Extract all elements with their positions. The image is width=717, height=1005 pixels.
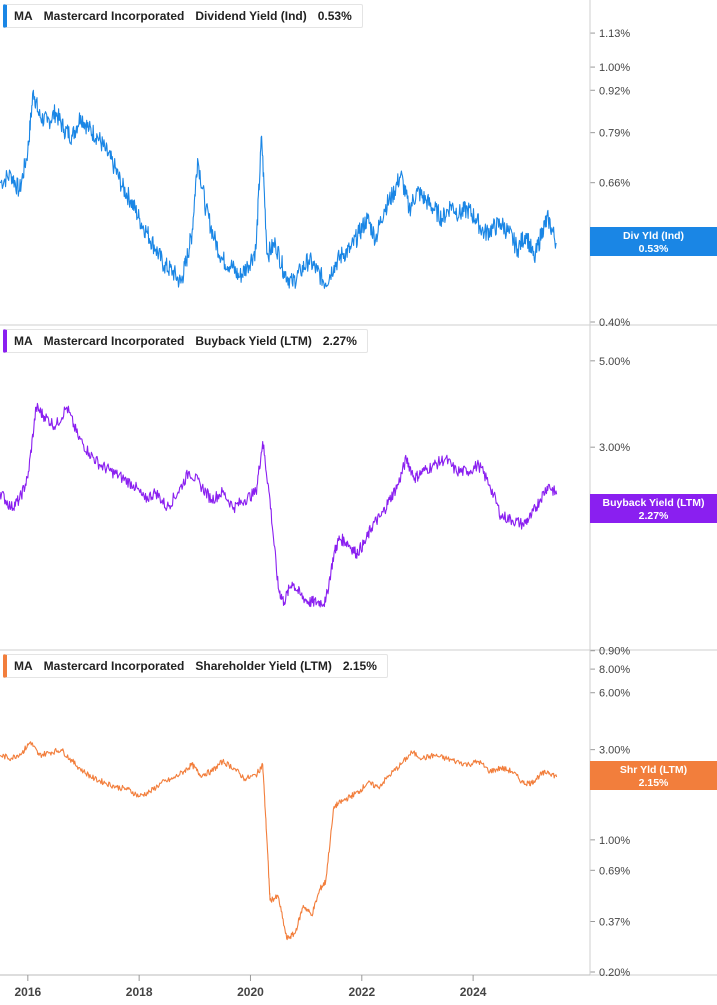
y-tick-label: 3.00%	[599, 442, 630, 454]
x-tick-label: 2018	[126, 985, 153, 999]
legend-buyback-yield: MA Mastercard Incorporated Buyback Yield…	[3, 329, 368, 353]
value-tag-value: 0.53%	[638, 243, 669, 255]
value-tag-value: 2.27%	[638, 510, 669, 522]
y-tick-label: 0.90%	[599, 646, 630, 658]
series-line	[0, 402, 558, 608]
y-tick-label: 8.00%	[599, 664, 630, 676]
value-tag-dividend-yield: Div Yld (Ind) 0.53%	[590, 227, 717, 256]
x-tick-label: 2020	[237, 985, 264, 999]
legend-shareholder-yield: MA Mastercard Incorporated Shareholder Y…	[3, 654, 388, 678]
legend-ticker: MA	[14, 9, 33, 23]
legend-current-value: 2.27%	[322, 334, 357, 348]
legend-ticker: MA	[14, 334, 33, 348]
y-tick-label: 0.37%	[599, 916, 630, 928]
value-tag-shareholder-yield: Shr Yld (LTM) 2.15%	[590, 761, 717, 790]
y-tick-label: 0.20%	[599, 967, 630, 979]
value-tag-value: 2.15%	[638, 777, 669, 789]
legend-metric: Buyback Yield (LTM)	[195, 334, 312, 348]
value-tag-label: Buyback Yield (LTM)	[602, 497, 705, 509]
y-tick-label: 0.79%	[599, 128, 630, 140]
y-tick-label: 0.69%	[599, 865, 630, 877]
y-tick-label: 3.00%	[599, 745, 630, 757]
y-tick-label: 1.00%	[599, 62, 630, 74]
y-tick-label: 1.13%	[599, 28, 630, 40]
x-tick-label: 2016	[14, 985, 41, 999]
y-tick-label: 6.00%	[599, 688, 630, 700]
value-tag-buyback-yield: Buyback Yield (LTM) 2.27%	[590, 494, 717, 523]
y-tick-label: 0.66%	[599, 178, 630, 190]
x-tick-label: 2024	[460, 985, 487, 999]
value-tag-label: Shr Yld (LTM)	[619, 764, 688, 776]
legend-company: Mastercard Incorporated	[43, 334, 185, 348]
legend-company: Mastercard Incorporated	[43, 659, 185, 673]
y-tick-label: 0.92%	[599, 85, 630, 97]
legend-current-value: 2.15%	[342, 659, 377, 673]
series-line	[0, 89, 557, 289]
series-line	[0, 741, 558, 941]
legend-company: Mastercard Incorporated	[43, 9, 185, 23]
y-tick-label: 1.00%	[599, 835, 630, 847]
x-tick-label: 2022	[348, 985, 375, 999]
value-tag-label: Div Yld (Ind)	[622, 230, 685, 242]
y-tick-label: 5.00%	[599, 356, 630, 368]
legend-metric: Dividend Yield (Ind)	[195, 9, 307, 23]
legend-current-value: 0.53%	[317, 9, 352, 23]
legend-metric: Shareholder Yield (LTM)	[195, 659, 332, 673]
y-tick-label: 0.40%	[599, 317, 630, 329]
legend-dividend-yield: MA Mastercard Incorporated Dividend Yiel…	[3, 4, 363, 28]
legend-ticker: MA	[14, 659, 33, 673]
